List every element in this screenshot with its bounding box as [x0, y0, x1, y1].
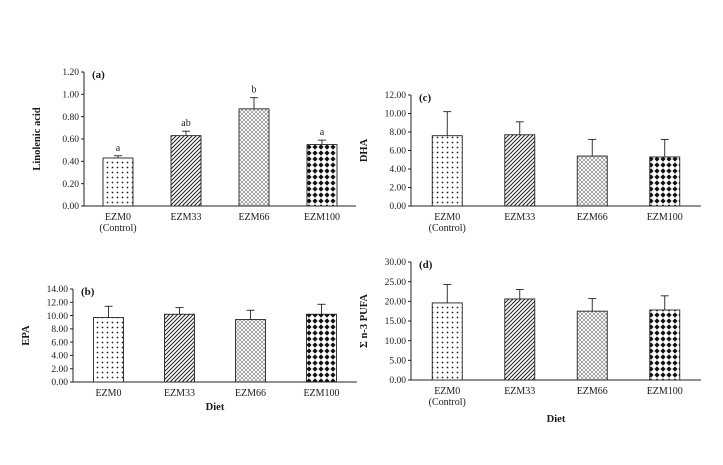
x-tick-label: EZM100: [304, 212, 340, 223]
x-tick-sublabel: (Control): [429, 397, 466, 408]
bar-ezm100: [306, 144, 338, 207]
y-tick-label: 0.00: [389, 376, 406, 386]
x-tick-label: EZM66: [577, 386, 608, 397]
y-tick-label: 6.00: [389, 147, 406, 157]
panel-label: (d): [419, 259, 433, 271]
bar-ezm100: [649, 156, 681, 207]
y-tick-label: 14.00: [47, 285, 69, 295]
x-tick-label: EZM33: [504, 212, 535, 223]
chart-panel-c: 0.00 2.00 4.00 6.00 8.00 10.00 12.00 EZM0(Contr…: [359, 91, 701, 234]
panel-label: (c): [419, 92, 432, 104]
y-axis-title: Linolenic acid: [32, 107, 43, 170]
bar-ezm66: [238, 108, 270, 207]
significance-letter: b: [252, 85, 257, 96]
bar-ezm0: [102, 157, 134, 207]
chart-panel-b: 0.00 2.00 4.00 6.00 8.00 10.00 12.00 14.00 EZM0 E…: [21, 285, 357, 413]
x-tick-label: EZM0: [434, 212, 460, 223]
x-tick-label: EZM66: [577, 212, 608, 223]
y-tick-label: 25.00: [385, 278, 407, 288]
y-tick-label: 8.00: [51, 325, 68, 335]
x-tick-label: EZM100: [647, 212, 683, 223]
chart-panel-d: 0.00 5.00 10.00 15.00 20.00 25.00 30.00 EZM0(Co…: [359, 258, 701, 425]
panel-label: (b): [81, 286, 95, 298]
y-tick-label: 20.00: [385, 298, 407, 308]
bar-ezm33: [164, 313, 195, 383]
y-tick-label: 8.00: [389, 128, 406, 138]
y-tick-label: 0.00: [62, 202, 79, 212]
y-tick-label: 6.00: [51, 338, 68, 348]
significance-letter: ab: [181, 118, 190, 129]
y-tick-label: 4.00: [51, 352, 68, 362]
bar-ezm66: [576, 155, 608, 207]
y-tick-label: 1.00: [62, 91, 79, 101]
y-tick-label: 0.00: [51, 378, 68, 388]
bar-ezm0: [431, 302, 463, 381]
y-tick-label: 12.00: [385, 91, 407, 101]
x-tick-label: EZM66: [238, 212, 269, 223]
bar-ezm33: [504, 298, 536, 381]
y-axis-title: EPA: [21, 325, 32, 346]
x-tick-label: EZM33: [170, 212, 201, 223]
x-tick-label: EZM0: [95, 388, 121, 399]
significance-letter: a: [320, 127, 325, 138]
x-tick-label: EZM0: [105, 212, 131, 223]
bar-ezm66: [576, 310, 608, 381]
y-axis-title: DHA: [359, 138, 370, 162]
y-tick-label: 2.00: [51, 365, 68, 375]
y-axis-title: Σ n-3 PUFA: [359, 294, 370, 348]
bar-ezm33: [504, 134, 536, 207]
x-tick-label: EZM0: [434, 386, 460, 397]
y-tick-label: 0.60: [62, 135, 79, 145]
y-tick-label: 10.00: [47, 312, 69, 322]
y-tick-label: 0.00: [389, 202, 406, 212]
y-tick-label: 1.20: [62, 68, 79, 78]
y-tick-label: 4.00: [389, 165, 406, 175]
y-tick-label: 12.00: [47, 298, 69, 308]
x-tick-label: EZM33: [504, 386, 535, 397]
x-axis-title: Diet: [547, 414, 566, 425]
bar-ezm33: [170, 135, 202, 207]
y-tick-label: 5.00: [389, 357, 406, 367]
significance-letter: a: [116, 143, 121, 154]
y-tick-label: 0.40: [62, 158, 79, 168]
chart-panel-a: 0.00 0.20 0.40 0.60 0.80 1.00 1.20 a EZM0(Contro…: [32, 68, 356, 234]
bar-ezm100: [649, 309, 681, 381]
bar-ezm0: [93, 317, 124, 383]
bar-ezm66: [235, 319, 266, 383]
x-axis-title: Diet: [206, 402, 225, 413]
y-tick-label: 10.00: [385, 110, 407, 120]
x-tick-label: EZM100: [647, 386, 683, 397]
x-tick-label: EZM100: [303, 388, 339, 399]
bar-ezm100: [306, 313, 337, 383]
x-tick-label: EZM33: [164, 388, 195, 399]
x-tick-sublabel: (Control): [429, 223, 466, 234]
y-tick-label: 0.80: [62, 113, 79, 123]
y-tick-label: 10.00: [385, 337, 407, 347]
x-tick-sublabel: (Control): [99, 223, 136, 234]
y-tick-label: 15.00: [385, 317, 407, 327]
y-tick-label: 2.00: [389, 184, 406, 194]
y-tick-label: 0.20: [62, 180, 79, 190]
y-tick-label: 30.00: [385, 258, 407, 268]
panel-label: (a): [92, 69, 105, 81]
bar-ezm0: [431, 135, 463, 207]
x-tick-label: EZM66: [235, 388, 266, 399]
